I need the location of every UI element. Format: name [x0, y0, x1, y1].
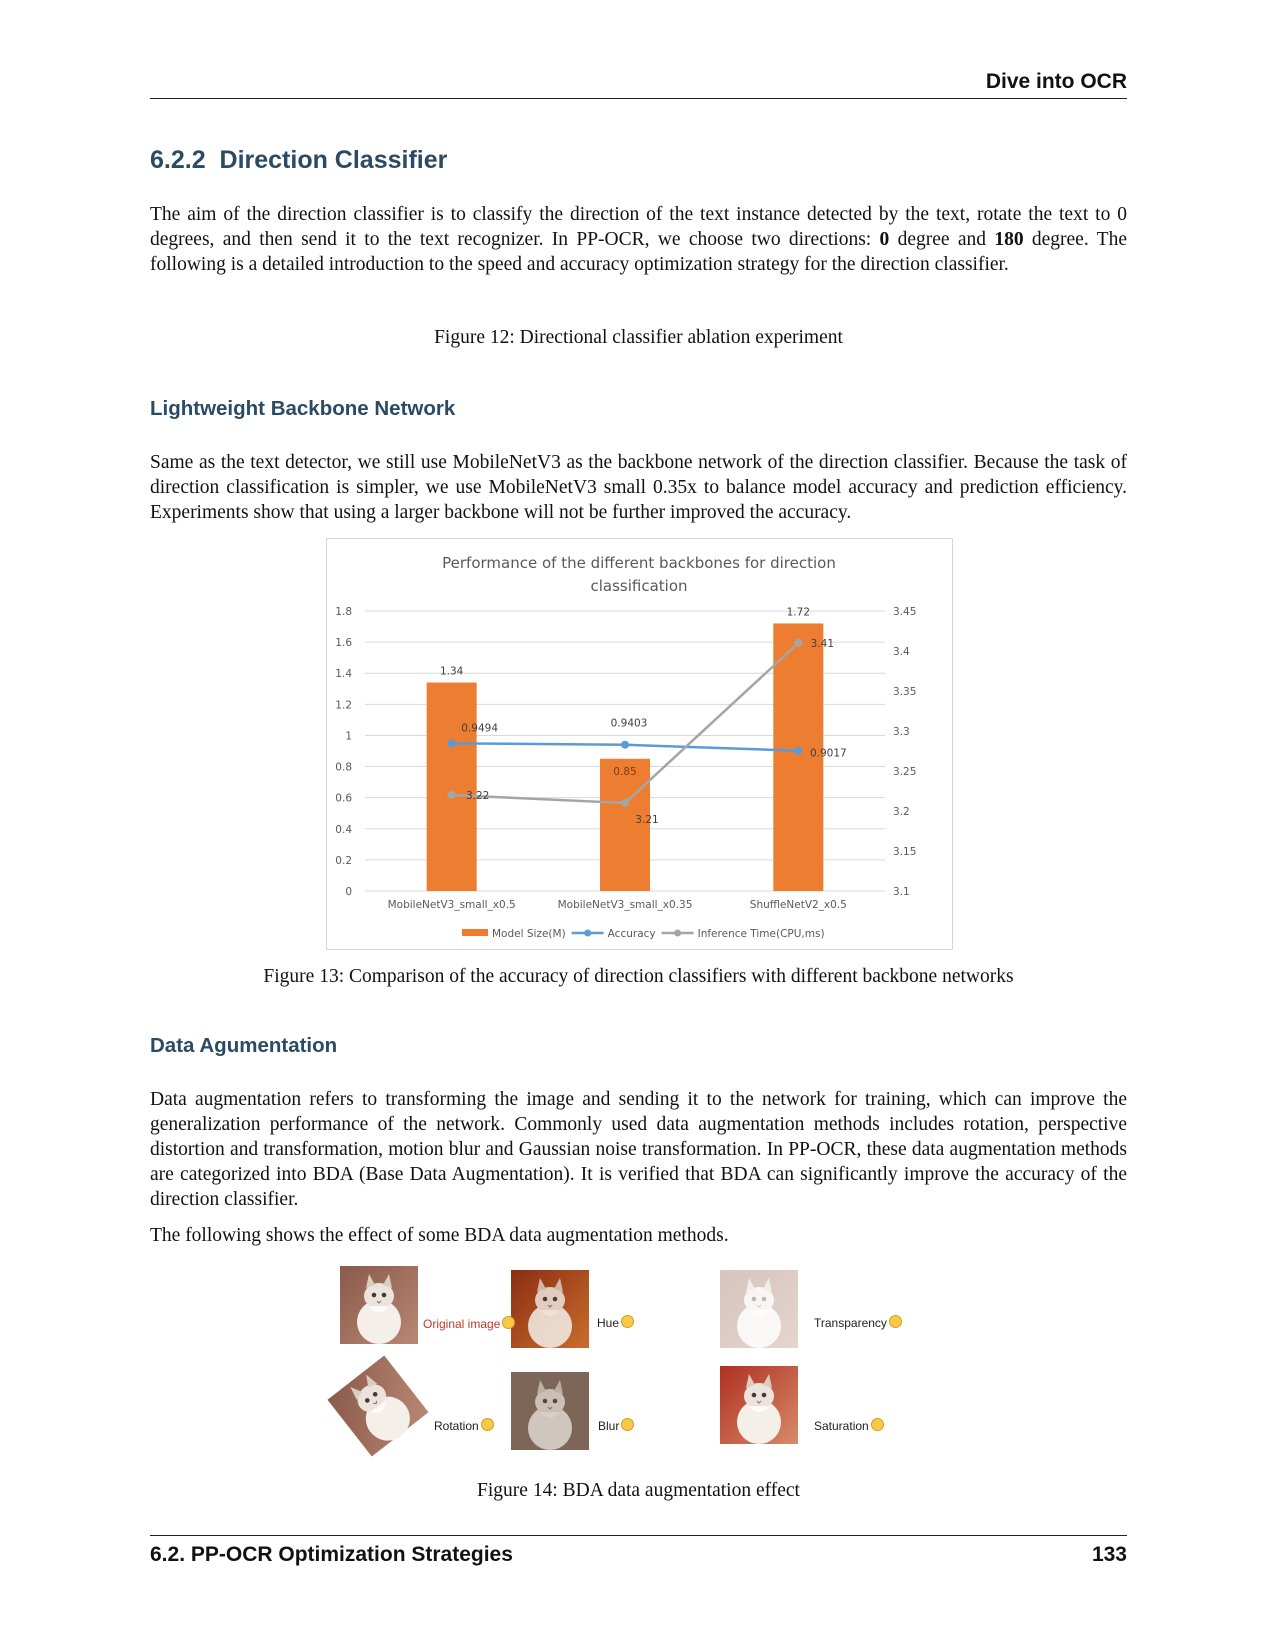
- chart-svg: Performance of the different backbones f…: [335, 554, 916, 940]
- section-title: 6.2.2 Direction Classifier: [150, 146, 447, 175]
- hue-cat-image: [511, 1270, 589, 1349]
- accuracy-data-label: 0.9017: [810, 748, 847, 760]
- bar-data-label: 1.34: [440, 666, 464, 678]
- figure-12-caption: Figure 12: Directional classifier ablati…: [434, 327, 843, 348]
- smiley-icon: [621, 1418, 635, 1431]
- rotation-cat-image: [327, 1355, 429, 1457]
- inference-time-point: [621, 799, 629, 807]
- aug-label-saturation: Saturation: [814, 1418, 884, 1433]
- section-number: 6.2.2: [150, 146, 206, 174]
- smiley-icon: [870, 1418, 884, 1431]
- blur-cat-image: [511, 1372, 589, 1451]
- aug-label-hue: Hue: [597, 1315, 635, 1330]
- y-left-tick-label: 0.8: [335, 762, 352, 774]
- transparency-cat-image: [720, 1270, 798, 1349]
- backbone-performance-chart: Performance of the different backbones f…: [326, 538, 953, 950]
- accuracy-point: [447, 739, 456, 748]
- aug-label-original: Original image: [423, 1316, 516, 1331]
- y-left-tick-label: 0.2: [335, 855, 352, 867]
- backbone-paragraph: Same as the text detector, we still use …: [150, 452, 1127, 523]
- accuracy-point: [621, 740, 629, 749]
- accuracy-data-label: 0.9494: [461, 722, 498, 734]
- aug-label-transparency: Transparency: [814, 1315, 902, 1330]
- y-left-tick-label: 1.2: [335, 699, 352, 711]
- model-size-bar: [600, 758, 650, 891]
- inference-time-point: [447, 791, 456, 799]
- model-size-bar: [773, 623, 824, 891]
- footer-section: 6.2. PP-OCR Optimization Strategies: [150, 1543, 513, 1566]
- augmentation-paragraph: Data augmentation refers to transforming…: [150, 1089, 1127, 1210]
- x-category-label: MobileNetV3_small_x0.5: [388, 899, 516, 911]
- legend-swatch: [462, 929, 488, 936]
- model-size-bar: [426, 682, 477, 891]
- x-category-label: MobileNetV3_small_x0.35: [558, 899, 693, 911]
- y-right-tick-label: 3.4: [893, 646, 910, 658]
- aug-label-transparency-text: Transparency: [814, 1316, 887, 1330]
- section-title-text: Direction Classifier: [219, 146, 448, 174]
- inference-data-label: 3.41: [811, 638, 834, 650]
- aug-label-original-text: Original image: [423, 1317, 501, 1331]
- intro-paragraph: The aim of the direction classifier is t…: [150, 204, 1127, 275]
- accuracy-data-label: 0.9403: [611, 718, 648, 730]
- smiley-icon: [480, 1418, 494, 1431]
- legend-label: Accuracy: [608, 928, 656, 940]
- y-left-tick-label: 1.6: [335, 637, 352, 649]
- y-right-tick-label: 3.35: [893, 686, 916, 698]
- y-right-tick-label: 3.15: [893, 846, 916, 858]
- aug-label-saturation-text: Saturation: [814, 1419, 869, 1433]
- saturation-cat-image: [720, 1366, 798, 1445]
- inference-data-label: 3.22: [466, 790, 489, 802]
- bar-data-label: 1.72: [787, 606, 810, 618]
- x-category-label: ShuffleNetV2_x0.5: [750, 899, 847, 911]
- y-left-tick-label: 0.4: [335, 824, 352, 836]
- header-rule: [150, 98, 1127, 99]
- inference-data-label: 3.21: [635, 814, 658, 826]
- aug-label-blur-text: Blur: [598, 1419, 620, 1433]
- inference-time-point: [794, 639, 803, 647]
- aug-label-blur: Blur: [598, 1418, 635, 1433]
- backbone-heading: Lightweight Backbone Network: [150, 397, 456, 420]
- y-right-tick-label: 3.3: [893, 726, 910, 738]
- bar-data-label: 0.85: [613, 766, 636, 778]
- accuracy-point: [794, 746, 803, 755]
- aug-label-rotation: Rotation: [434, 1418, 494, 1433]
- y-left-tick-label: 1: [345, 730, 352, 742]
- chart-title-line: classification: [590, 577, 687, 595]
- y-left-tick-label: 1.8: [335, 606, 352, 618]
- aug-label-rotation-text: Rotation: [434, 1419, 479, 1433]
- augmentation-intro: The following shows the effect of some B…: [150, 1225, 729, 1246]
- aug-label-hue-text: Hue: [597, 1316, 620, 1330]
- y-left-tick-label: 1.4: [335, 668, 352, 680]
- footer-rule: [150, 1535, 1127, 1536]
- chart-title-line: Performance of the different backbones f…: [442, 554, 836, 572]
- figure-14-caption: Figure 14: BDA data augmentation effect: [477, 1480, 800, 1501]
- bda-figure: Original image Hue Transparency Rotation…: [326, 1262, 951, 1462]
- page-number: 133: [1091, 1543, 1127, 1566]
- original-cat-image: [340, 1266, 418, 1345]
- y-left-tick-label: 0.6: [335, 793, 352, 805]
- smiley-icon: [888, 1315, 902, 1328]
- y-right-tick-label: 3.45: [893, 606, 916, 618]
- running-footer: 6.2. PP-OCR Optimization Strategies 133: [150, 1543, 1127, 1567]
- legend-label: Inference Time(CPU,ms): [698, 928, 825, 940]
- smiley-icon: [502, 1316, 516, 1329]
- legend-label: Model Size(M): [492, 928, 566, 940]
- running-header: Dive into OCR: [985, 70, 1127, 93]
- y-right-tick-label: 3.2: [893, 806, 910, 818]
- y-right-tick-label: 3.1: [893, 886, 910, 898]
- legend-marker: [584, 929, 592, 937]
- smiley-icon: [621, 1315, 635, 1328]
- augmentation-heading: Data Agumentation: [150, 1034, 338, 1057]
- legend-marker: [674, 929, 682, 937]
- y-right-tick-label: 3.25: [893, 766, 916, 778]
- y-left-tick-label: 0: [345, 886, 352, 898]
- figure-13-caption: Figure 13: Comparison of the accuracy of…: [263, 966, 1014, 987]
- bda-images: [327, 1266, 798, 1457]
